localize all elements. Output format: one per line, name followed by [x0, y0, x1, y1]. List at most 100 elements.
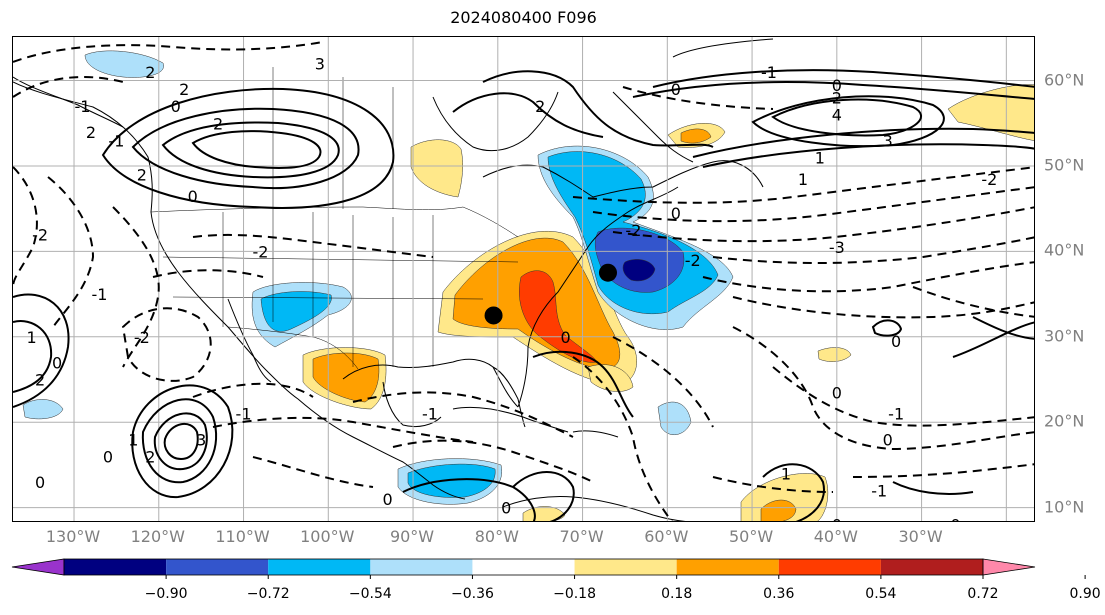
contour-label: -2 [685, 251, 701, 270]
contour-label: -2 [32, 225, 48, 244]
coastline-layer [13, 38, 774, 521]
contour-label: 1 [128, 430, 138, 449]
contour-label: 3 [315, 54, 325, 73]
contour-label: -3 [829, 238, 845, 257]
longitude-label: 70°W [559, 527, 604, 546]
colorbar-tick-label: 0.54 [865, 586, 897, 602]
latitude-label: 40°N [1044, 240, 1085, 260]
coastline-cuba [452, 406, 569, 433]
colorbar-swatch [166, 559, 269, 575]
coastline-hispaniola [572, 430, 619, 438]
latitude-label: 60°N [1044, 70, 1085, 90]
contour-label: 2 [35, 371, 45, 390]
contour-label: 4 [832, 106, 842, 125]
longitude-label: 80°W [474, 527, 519, 546]
coastline-hudson-bay [432, 91, 559, 152]
contour-label: 1 [27, 328, 37, 347]
contour-label: -1 [871, 482, 887, 501]
shade-light-blue-subtropics [657, 401, 692, 435]
latitude-label: 50°N [1044, 155, 1085, 175]
contour-label: 0 [171, 97, 181, 116]
contour-label: -1 [108, 131, 124, 150]
colorbar-swatch [676, 559, 779, 575]
map-panel: 3 2 2 -1 0 2 2 -1 2 0 -2 -2 -1 -2 1 0 2 -1 3 1 2 0 0 -1 0 0 0 -1 0 2 4… [12, 36, 1035, 522]
contour-label: 2 [213, 114, 223, 133]
map-title: 2024080400 F096 [450, 8, 597, 27]
longitude-label: 50°W [728, 527, 774, 546]
contour-dashed-atlantic [572, 86, 1034, 493]
state-line-g [162, 256, 519, 263]
coastline-canada-east [482, 160, 764, 198]
shade-yellow-great-lakes [410, 139, 463, 198]
border-us-canada [150, 206, 519, 238]
contour-label: -2 [134, 328, 150, 347]
shade-yellow-subtropics-a [817, 347, 852, 362]
contour-label: -1 [91, 285, 107, 304]
contour-label: -1 [888, 405, 904, 424]
coastline-north-america-west [13, 81, 466, 500]
longitude-label: 40°W [813, 527, 858, 546]
marker-layer [484, 263, 617, 325]
colorbar-swatch [64, 559, 167, 575]
coastal-center-marker [484, 306, 503, 325]
contour-dashed-northwest [13, 41, 434, 382]
contour-dashed-central [192, 336, 714, 521]
coastline-baja [227, 298, 272, 383]
colorbar-swatches [11, 558, 1086, 579]
contour-label: -1 [422, 405, 438, 424]
contour-label: 0 [671, 204, 681, 223]
contour-label: -1 [75, 97, 91, 116]
contour-layer [13, 41, 1034, 521]
contour-label: 2 [137, 166, 147, 185]
colorbar-swatch [778, 559, 881, 575]
contour-label: 3 [196, 430, 206, 449]
contour-label: -2 [981, 170, 997, 189]
colorbar-swatch [472, 559, 575, 575]
contour-label: 2 [86, 123, 96, 142]
shade-orange-gulf [312, 352, 380, 403]
contour-solid-north-atlantic [452, 69, 1034, 168]
contour-label: 0 [832, 383, 842, 402]
contour-label: 2 [145, 447, 155, 466]
contour-label: 0 [188, 187, 198, 206]
latitude-label: 20°N [1044, 411, 1085, 431]
contour-label: -1 [236, 405, 252, 424]
contour-label: 0 [52, 353, 62, 372]
contour-label: 0 [383, 490, 393, 509]
shade-light-blue-pacific-south [22, 399, 64, 420]
coastline-east-us [517, 186, 679, 408]
contour-label: 0 [883, 430, 893, 449]
longitude-label: 120°W [130, 527, 185, 546]
contour-label: 0 [501, 499, 511, 518]
contour-label: 2 [535, 97, 545, 116]
colorbar-tick-label: −0.72 [246, 586, 290, 602]
colorbar-swatch [268, 559, 371, 575]
contour-label: 0 [561, 328, 571, 347]
contour-label: 2 [832, 89, 842, 108]
coastline-alaska [13, 76, 124, 128]
colorbar-tick-label: −0.54 [348, 586, 392, 602]
shade-blue-mexico [260, 291, 332, 332]
colorbar-tick-label: 0.90 [1069, 586, 1101, 602]
colorbar-tick-label: 0.36 [763, 586, 795, 602]
contour-label: 2 [179, 80, 189, 99]
colorbar-arrow-max [982, 558, 1036, 576]
latitude-label: 10°N [1044, 497, 1085, 517]
low-center-marker [598, 263, 617, 282]
colorbar-tick-label: −0.18 [553, 586, 596, 602]
contour-label: 1 [798, 170, 808, 189]
contour-label: 0 [950, 516, 960, 522]
shade-red-southeast [519, 270, 598, 363]
colorbar-arrow-min [11, 558, 65, 576]
contour-label: 0 [832, 516, 842, 522]
colorbar-tick-label: −0.36 [450, 586, 494, 602]
coastline-greenland [672, 38, 774, 58]
colorbar-swatch [370, 559, 473, 575]
coastline-south-america [502, 496, 686, 521]
colorbar-tick-label: 0.18 [661, 586, 693, 602]
contour-label: 1 [815, 148, 825, 167]
contour-solid-south [13, 293, 1034, 521]
shade-orange-newfoundland [680, 128, 712, 144]
